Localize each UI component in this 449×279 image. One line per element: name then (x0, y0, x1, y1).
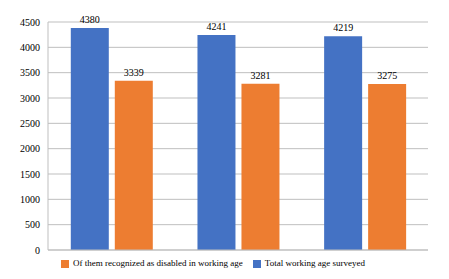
html-text:Total working age surveyed: Total working age surveyed (264, 258, 365, 268)
html-text:Of them recognized as disabled: Of them recognized as disabled in workin… (73, 258, 243, 268)
svg-text:4500: 4500 (20, 17, 40, 28)
svg-text:3500: 3500 (20, 67, 40, 78)
svg-text:4241: 4241 (206, 21, 226, 32)
svg-text:4219: 4219 (333, 22, 353, 33)
svg-text:2500: 2500 (20, 118, 40, 129)
svg-text:1000: 1000 (20, 194, 40, 205)
svg-text:0: 0 (35, 245, 40, 256)
svg-text:4000: 4000 (20, 42, 40, 53)
svg-text:3339: 3339 (124, 67, 144, 78)
svg-text:3281: 3281 (250, 70, 270, 81)
svg-text:3000: 3000 (20, 93, 40, 104)
svg-text:500: 500 (25, 219, 40, 230)
svg-text:1500: 1500 (20, 169, 40, 180)
svg-text:3275: 3275 (377, 70, 397, 81)
svg-text:2000: 2000 (20, 143, 40, 154)
svg-text:4380: 4380 (80, 14, 100, 25)
